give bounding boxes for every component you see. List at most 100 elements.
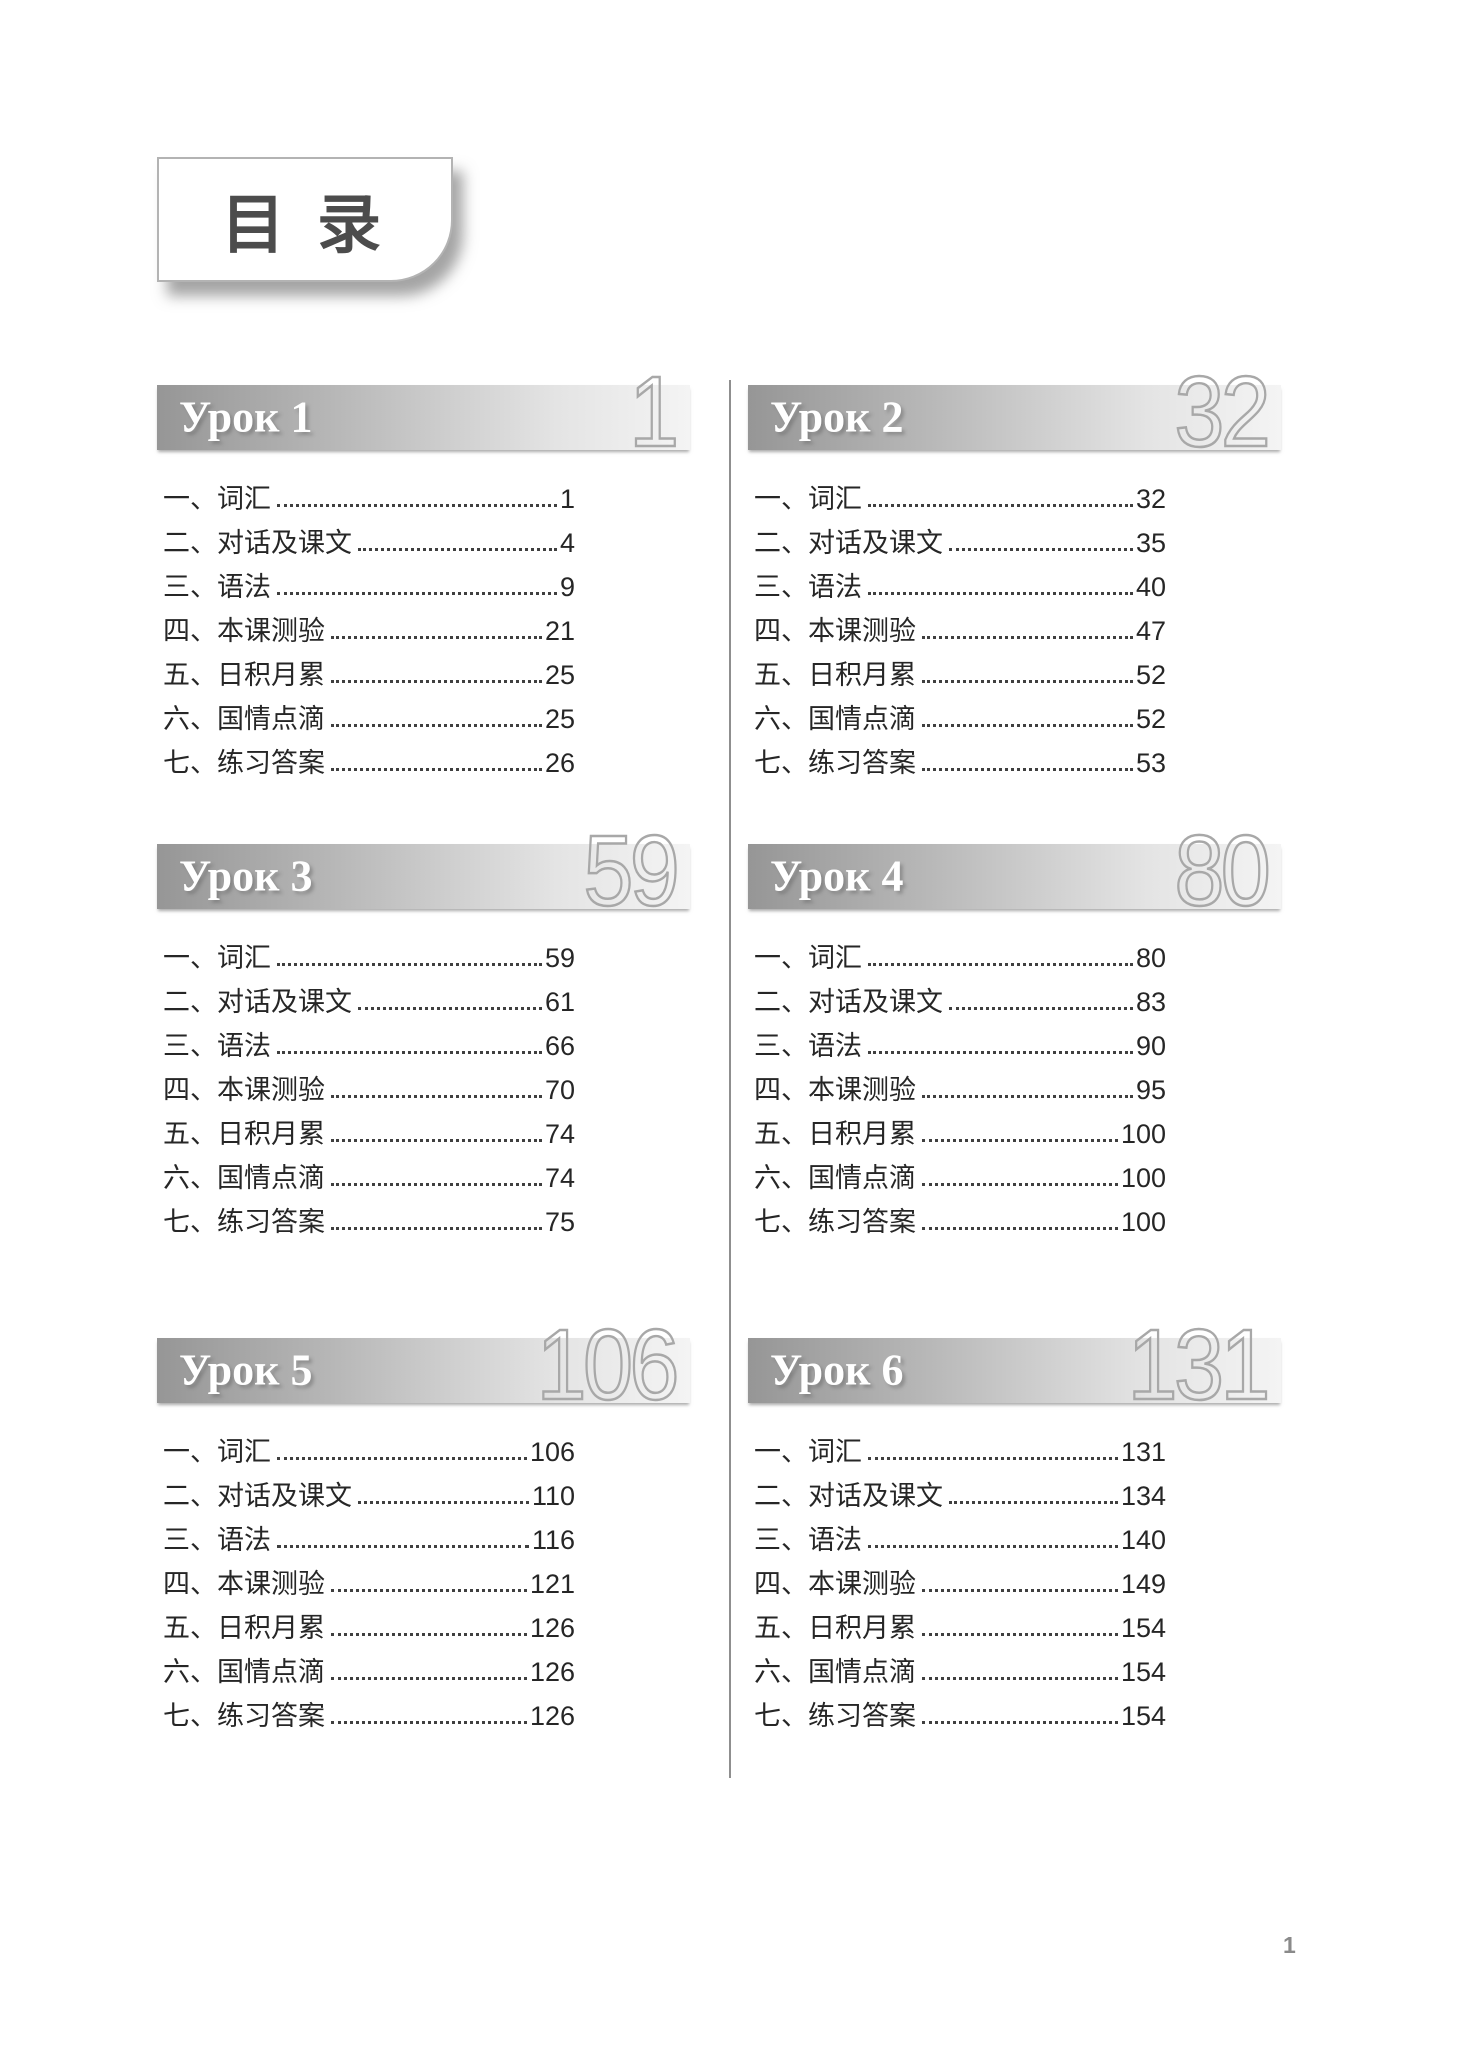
lesson-toc-list: 一、词汇 131 二、对话及课文 134 三、语法 140 四、本课测验 149 五、日… xyxy=(748,1423,1166,1731)
toc-entry-page: 61 xyxy=(544,986,575,1017)
toc-entry-label: 六、国情点滴 xyxy=(754,1656,916,1687)
toc-entry: 二、对话及课文 61 xyxy=(163,973,575,1017)
toc-entry: 二、对话及课文 110 xyxy=(163,1467,575,1511)
toc-entry: 二、对话及课文 83 xyxy=(754,973,1166,1017)
toc-entry: 三、语法 40 xyxy=(754,558,1166,602)
dotted-leader xyxy=(331,1183,542,1186)
toc-entry-label: 一、词汇 xyxy=(163,483,271,514)
dotted-leader xyxy=(331,724,542,727)
toc-entry: 一、词汇 80 xyxy=(754,929,1166,973)
lesson-1-section: Урок 1 1 一、词汇 1 二、对话及课文 4 三、语法 9 四、本课测验 21 五… xyxy=(157,361,690,778)
toc-entry: 一、词汇 32 xyxy=(754,470,1166,514)
toc-entry-page: 70 xyxy=(544,1074,575,1105)
toc-entry-page: 149 xyxy=(1120,1568,1166,1599)
toc-entry: 七、练习答案 154 xyxy=(754,1687,1166,1731)
lesson-title: Урок 4 xyxy=(770,850,904,900)
toc-entry-page: 126 xyxy=(529,1612,575,1643)
toc-entry-page: 26 xyxy=(544,747,575,778)
lesson-header-bar: Урок 3 59 xyxy=(157,820,690,922)
toc-entry-label: 六、国情点滴 xyxy=(163,1656,325,1687)
lesson-header-bar: Урок 5 106 xyxy=(157,1314,690,1416)
toc-entry-page: 74 xyxy=(544,1162,575,1193)
lesson-start-page-big-number: 59 xyxy=(582,815,681,927)
toc-entry: 一、词汇 106 xyxy=(163,1423,575,1467)
dotted-leader xyxy=(331,1633,527,1636)
toc-entry: 三、语法 90 xyxy=(754,1017,1166,1061)
dotted-leader xyxy=(868,963,1133,966)
toc-entry-label: 六、国情点滴 xyxy=(754,1162,916,1193)
toc-entry-label: 三、语法 xyxy=(754,571,862,602)
toc-entry: 七、练习答案 53 xyxy=(754,734,1166,778)
toc-entry-label: 二、对话及课文 xyxy=(754,986,943,1017)
toc-entry-label: 五、日积月累 xyxy=(163,1612,325,1643)
toc-entry: 二、对话及课文 35 xyxy=(754,514,1166,558)
dotted-leader xyxy=(949,1007,1133,1010)
dotted-leader xyxy=(922,1633,1118,1636)
toc-entry: 五、日积月累 52 xyxy=(754,646,1166,690)
lesson-title: Урок 6 xyxy=(770,1344,904,1394)
toc-entry-page: 154 xyxy=(1120,1656,1166,1687)
toc-entry: 五、日积月累 25 xyxy=(163,646,575,690)
toc-entry-label: 三、语法 xyxy=(163,1524,271,1555)
lesson-toc-list: 一、词汇 80 二、对话及课文 83 三、语法 90 四、本课测验 95 五、日积月累 1… xyxy=(748,929,1166,1237)
toc-entry-label: 二、对话及课文 xyxy=(163,986,352,1017)
toc-entry-label: 三、语法 xyxy=(754,1524,862,1555)
toc-entry-page: 110 xyxy=(531,1480,575,1511)
toc-entry-page: 126 xyxy=(529,1700,575,1731)
dotted-leader xyxy=(922,1095,1133,1098)
toc-entry-label: 六、国情点滴 xyxy=(163,1162,325,1193)
toc-entry-page: 40 xyxy=(1135,571,1166,602)
toc-entry-label: 五、日积月累 xyxy=(754,1118,916,1149)
dotted-leader xyxy=(277,1051,542,1054)
toc-entry: 六、国情点滴 25 xyxy=(163,690,575,734)
toc-entry-page: 32 xyxy=(1135,483,1166,514)
dotted-leader xyxy=(922,724,1133,727)
lesson-header-bar: Урок 1 1 xyxy=(157,361,690,463)
toc-entry-page: 100 xyxy=(1120,1118,1166,1149)
toc-entry: 六、国情点滴 74 xyxy=(163,1149,575,1193)
toc-entry: 四、本课测验 121 xyxy=(163,1555,575,1599)
dotted-leader xyxy=(868,592,1133,595)
toc-entry-label: 二、对话及课文 xyxy=(754,527,943,558)
toc-entry-page: 1 xyxy=(559,483,575,514)
toc-entry-page: 35 xyxy=(1135,527,1166,558)
toc-entry-label: 七、练习答案 xyxy=(754,1206,916,1237)
lesson-title: Урок 2 xyxy=(770,391,904,441)
toc-entry-label: 二、对话及课文 xyxy=(754,1480,943,1511)
toc-title: 目 录 xyxy=(221,189,389,261)
toc-entry-page: 126 xyxy=(529,1656,575,1687)
toc-entry: 五、日积月累 74 xyxy=(163,1105,575,1149)
dotted-leader xyxy=(949,548,1133,551)
dotted-leader xyxy=(331,1721,527,1724)
toc-entry: 五、日积月累 100 xyxy=(754,1105,1166,1149)
toc-entry-label: 四、本课测验 xyxy=(163,615,325,646)
toc-entry: 三、语法 66 xyxy=(163,1017,575,1061)
lesson-5-section: Урок 5 106 一、词汇 106 二、对话及课文 110 三、语法 116 四、… xyxy=(157,1314,690,1731)
toc-entry: 五、日积月累 126 xyxy=(163,1599,575,1643)
lesson-3-section: Урок 3 59 一、词汇 59 二、对话及课文 61 三、语法 66 四、本课测验… xyxy=(157,820,690,1237)
toc-entry-label: 七、练习答案 xyxy=(754,747,916,778)
toc-entry: 五、日积月累 154 xyxy=(754,1599,1166,1643)
toc-entry-label: 七、练习答案 xyxy=(163,1700,325,1731)
toc-entry-label: 七、练习答案 xyxy=(754,1700,916,1731)
toc-entry-page: 9 xyxy=(559,571,575,602)
toc-entry-page: 116 xyxy=(531,1524,575,1555)
toc-entry-page: 53 xyxy=(1135,747,1166,778)
lesson-toc-list: 一、词汇 106 二、对话及课文 110 三、语法 116 四、本课测验 121 五、日… xyxy=(157,1423,575,1731)
dotted-leader xyxy=(277,1457,527,1460)
toc-entry-label: 五、日积月累 xyxy=(754,1612,916,1643)
toc-entry-page: 121 xyxy=(529,1568,575,1599)
dotted-leader xyxy=(331,636,542,639)
toc-entry-page: 66 xyxy=(544,1030,575,1061)
lesson-title: Урок 3 xyxy=(179,850,313,900)
toc-entry-page: 25 xyxy=(544,703,575,734)
toc-entry-page: 100 xyxy=(1120,1206,1166,1237)
toc-entry: 四、本课测验 95 xyxy=(754,1061,1166,1105)
lesson-toc-list: 一、词汇 1 二、对话及课文 4 三、语法 9 四、本课测验 21 五、日积月累 25 六… xyxy=(157,470,575,778)
toc-entry-label: 七、练习答案 xyxy=(163,747,325,778)
dotted-leader xyxy=(277,1545,529,1548)
toc-entry: 七、练习答案 100 xyxy=(754,1193,1166,1237)
lesson-2-section: Урок 2 32 一、词汇 32 二、对话及课文 35 三、语法 40 四、本课测验… xyxy=(748,361,1281,778)
toc-entry: 六、国情点滴 154 xyxy=(754,1643,1166,1687)
toc-entry: 六、国情点滴 100 xyxy=(754,1149,1166,1193)
